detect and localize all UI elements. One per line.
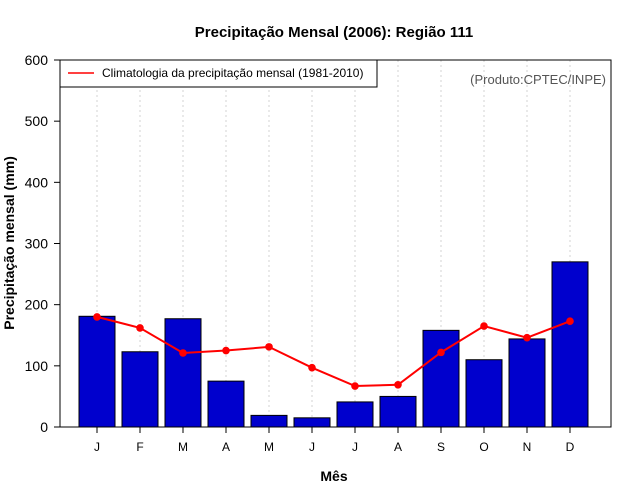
climatology-point xyxy=(179,349,187,357)
bar xyxy=(379,395,417,428)
x-tick-label: M xyxy=(178,440,188,454)
y-axis-label: Precipitação mensal (mm) xyxy=(1,156,17,330)
climatology-point xyxy=(480,322,488,330)
climatology-point xyxy=(394,380,402,389)
bar xyxy=(250,414,288,428)
y-tick-label: 300 xyxy=(25,236,49,252)
y-tick-label: 200 xyxy=(25,297,49,313)
climatology-point xyxy=(437,348,445,357)
climatology-point xyxy=(222,346,230,355)
bar xyxy=(164,318,202,428)
bar-series xyxy=(78,261,589,428)
x-tick-label: A xyxy=(222,440,230,454)
y-axis: 0 100 200 300 400 500 600 xyxy=(25,52,60,435)
x-tick-label: O xyxy=(479,440,488,454)
climatology-series xyxy=(93,313,574,390)
bar xyxy=(121,351,159,428)
legend: Climatologia da precipitação mensal (198… xyxy=(59,59,378,88)
climatology-point xyxy=(93,313,101,321)
bar xyxy=(551,261,589,428)
x-axis-label: Mês xyxy=(320,468,347,484)
y-tick-label: 500 xyxy=(25,113,49,129)
bar xyxy=(78,315,116,428)
y-tick-label: 0 xyxy=(40,419,48,435)
climatology-point xyxy=(136,324,144,332)
y-tick-label: 100 xyxy=(25,358,49,374)
bar xyxy=(293,417,331,428)
x-tick-label: A xyxy=(394,440,402,454)
climatology-point xyxy=(566,317,574,325)
climatology-line xyxy=(96,315,571,388)
climatology-point xyxy=(265,343,273,351)
credit-text: (Produto:CPTEC/INPE) xyxy=(470,72,606,87)
x-tick-label: M xyxy=(264,440,274,454)
x-tick-label: N xyxy=(523,440,532,454)
x-tick-label: S xyxy=(437,440,445,454)
climatology-point xyxy=(523,333,531,342)
bar xyxy=(422,329,460,428)
bar xyxy=(465,359,503,428)
bar xyxy=(207,380,245,428)
climatology-point xyxy=(308,363,316,372)
x-tick-label: D xyxy=(566,440,575,454)
y-tick-label: 400 xyxy=(25,174,49,190)
legend-box xyxy=(59,59,378,88)
climatology-point xyxy=(351,382,359,390)
chart-title: Precipitação Mensal (2006): Região 111 xyxy=(195,24,473,41)
x-tick-label: J xyxy=(352,440,358,454)
x-tick-label: F xyxy=(136,440,143,454)
y-tick-label: 600 xyxy=(25,52,49,68)
legend-label: Climatologia da precipitação mensal (198… xyxy=(102,66,363,80)
bar xyxy=(336,401,374,428)
bar xyxy=(508,338,546,428)
x-tick-label: J xyxy=(94,440,100,454)
x-tick-label: J xyxy=(309,440,315,454)
